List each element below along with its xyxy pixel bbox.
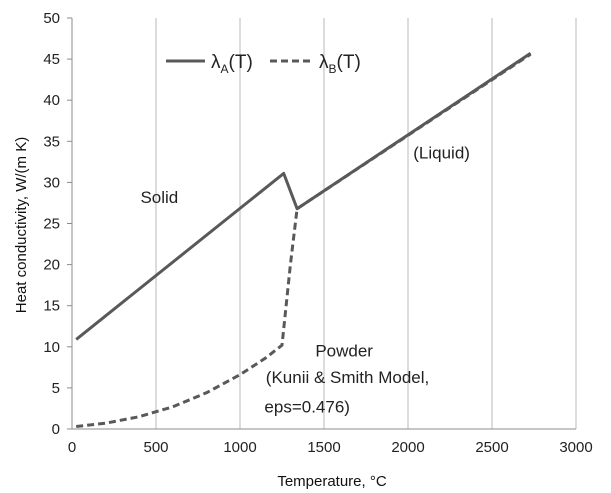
annotations: Solid (Liquid) Powder (Kunii & Smith Model,… (140, 144, 469, 417)
annotation-2: Powder (315, 342, 373, 361)
y-tick-label-2: 10 (43, 339, 60, 356)
x-tick-label-2: 1000 (223, 439, 256, 456)
legend-label-lambda-a: λA(T) (211, 52, 253, 76)
y-tick-label-0: 0 (52, 421, 60, 438)
series-line-0 (75, 52, 532, 341)
y-tick-label-5: 25 (43, 216, 60, 233)
x-tick-label-6: 3000 (559, 439, 592, 456)
y-tick-label-6: 30 (43, 174, 60, 191)
axes (67, 17, 576, 430)
annotation-4: eps=0.476) (264, 398, 350, 417)
y-tick-label-9: 45 (43, 51, 60, 68)
x-tick-labels: 0 500 1000 1500 2000 2500 3000 (68, 439, 593, 456)
x-axis-title: Temperature, °C (277, 473, 387, 490)
y-tick-label-7: 35 (43, 133, 60, 150)
legend: λA(T) λB(T) (166, 52, 361, 76)
y-tick-labels: 0 5 10 15 20 25 30 35 40 45 50 (43, 10, 60, 438)
y-tick-label-8: 40 (43, 92, 60, 109)
legend-label-lambda-b: λB(T) (319, 52, 361, 76)
y-tick-label-4: 20 (43, 257, 60, 274)
annotation-0: Solid (140, 188, 178, 207)
series-line-1 (76, 52, 532, 428)
y-tick-label-1: 5 (52, 380, 60, 397)
x-tick-label-1: 500 (143, 439, 168, 456)
x-tick-label-0: 0 (68, 439, 76, 456)
series-lines (75, 52, 532, 428)
annotation-3: (Kunii & Smith Model, (266, 368, 429, 387)
x-tick-label-3: 1500 (307, 439, 340, 456)
annotation-1: (Liquid) (413, 144, 470, 163)
x-tick-label-5: 2500 (475, 439, 508, 456)
y-tick-label-3: 15 (43, 298, 60, 315)
y-tick-label-10: 50 (43, 10, 60, 27)
x-tick-label-4: 2000 (391, 439, 424, 456)
y-axis-title: Heat conductivity, W/(m K) (13, 137, 30, 313)
grid (155, 18, 577, 429)
